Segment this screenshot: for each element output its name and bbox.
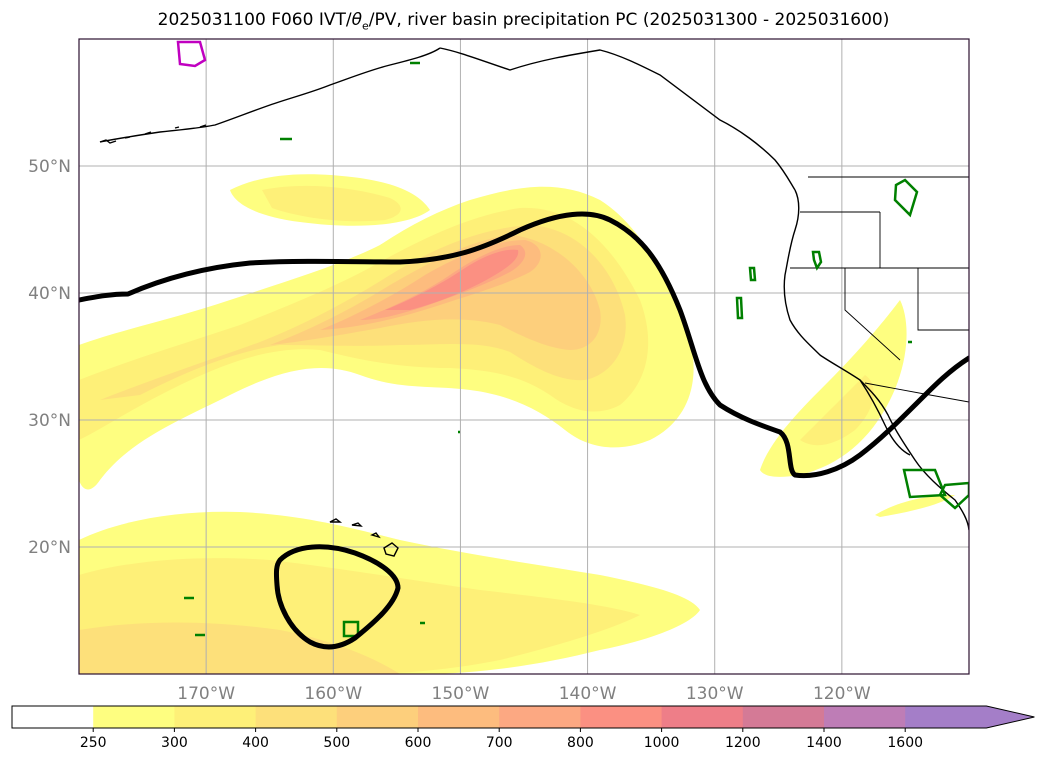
ivt-north-tail-300 (262, 185, 401, 222)
latitude-labels: 20°N 30°N 40°N 50°N (28, 157, 71, 558)
colorbar-label-10: 1600 (887, 735, 923, 751)
colorbar-segment-8 (661, 706, 744, 728)
precip-contour-washington (893, 178, 919, 218)
precip-green-contours (184, 61, 969, 638)
colorbar-label-4: 600 (405, 735, 432, 751)
ivt-east-patch-300 (800, 375, 874, 446)
colorbar-label-1: 300 (161, 735, 188, 751)
colorbar-segment-6 (499, 706, 581, 728)
ivt-east-patch-250 (760, 300, 907, 477)
precip-contour-oregon (811, 250, 823, 271)
map-frame (78, 38, 970, 675)
pv-contour-hawaii-loop (273, 544, 401, 650)
lon-label-0: 170°W (177, 684, 235, 704)
colorbar-segment-5 (418, 706, 500, 728)
colorbar-label-2: 400 (242, 735, 269, 751)
colorbar-segment-7 (580, 706, 663, 728)
colorbar-label-5: 700 (486, 735, 513, 751)
aleutian-islands (99, 124, 207, 144)
nevada-border (879, 212, 969, 331)
precip-contour-baja-left (902, 468, 947, 499)
political-borders (790, 176, 969, 403)
colorbar-label-0: 250 (80, 735, 107, 751)
precip-magenta-contour (176, 40, 207, 68)
title-prefix: 2025031100 F060 IVT/ (157, 10, 352, 30)
colorbar-label-9: 1400 (806, 735, 842, 751)
colorbar-label-6: 800 (567, 735, 594, 751)
colorbar-segment-3 (255, 706, 338, 728)
colorbar-label-7: 1000 (644, 735, 680, 751)
lat-label-1: 30°N (28, 411, 71, 431)
pv-contour-main (79, 211, 969, 479)
alaska-coast (99, 47, 796, 191)
coastlines (99, 47, 969, 557)
colorbar-label-3: 500 (323, 735, 350, 751)
california-nevada-border (844, 268, 901, 361)
precip-contour-ccal (735, 296, 744, 320)
precip-contour-baja-right (938, 481, 969, 510)
colorbar: 250 300 400 500 600 700 800 1000 1200 1400 1600 (11, 705, 1035, 751)
pv-contours (79, 211, 969, 650)
north-america-coast (783, 189, 969, 531)
colorbar-segment-2 (174, 706, 257, 728)
hawaii-islands (329, 518, 399, 557)
title-suffix: /PV, river basin precipitation PC (20250… (368, 10, 890, 30)
ivt-south-band-400 (79, 622, 400, 674)
title-subscript: e (362, 19, 369, 33)
lon-label-1: 160°W (304, 684, 362, 704)
lat-label-0: 20°N (28, 538, 71, 558)
ivt-north-core-800 (385, 249, 519, 310)
colorbar-segment-10 (824, 706, 906, 728)
lon-label-5: 120°W (813, 684, 871, 704)
colorbar-segment-1 (93, 706, 175, 728)
map-gridlines (79, 39, 969, 674)
colorbar-outline (11, 705, 1035, 729)
lon-label-4: 130°W (686, 684, 744, 704)
colorbar-segment-9 (742, 706, 825, 728)
baja-peninsula (859, 379, 911, 456)
colorbar-segment-4 (336, 706, 419, 728)
lat-label-2: 40°N (28, 284, 71, 304)
ivt-baja-sliver (875, 495, 955, 517)
lon-label-3: 140°W (559, 684, 617, 704)
title-theta: θ (351, 10, 362, 30)
longitude-labels: 170°W 160°W 150°W 140°W 130°W 120°W (177, 684, 871, 704)
map-title: 2025031100 F060 IVT/θe/PV, river basin p… (0, 10, 1047, 32)
precip-contour-ncal (748, 266, 757, 282)
ivt-shading (79, 174, 955, 674)
colorbar-segment-11 (905, 706, 987, 728)
colorbar-extend-arrow (986, 706, 1035, 728)
mexico-border (864, 382, 969, 403)
colorbar-label-8: 1200 (725, 735, 761, 751)
colorbar-segment-0 (12, 706, 94, 728)
map-content (79, 39, 969, 674)
lon-label-2: 150°W (432, 684, 490, 704)
lat-label-3: 50°N (28, 157, 71, 177)
